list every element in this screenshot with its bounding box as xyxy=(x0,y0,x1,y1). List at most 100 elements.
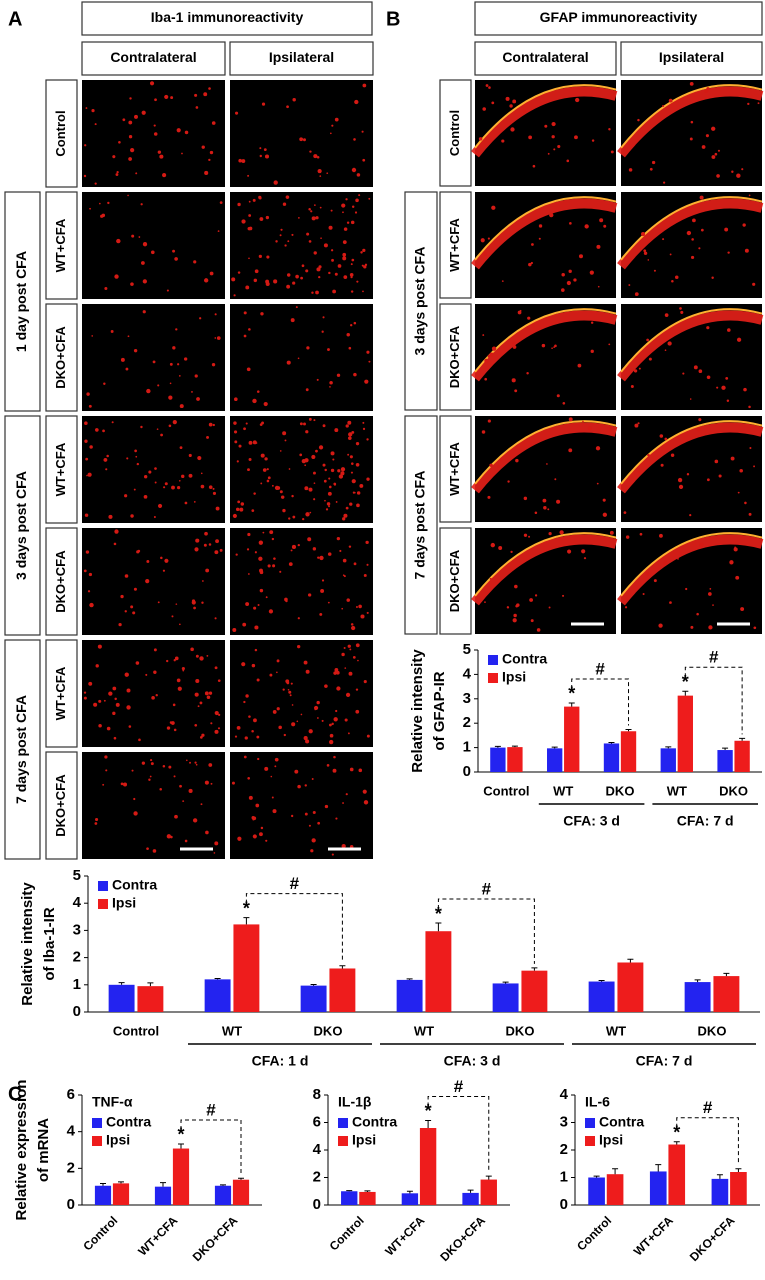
bar xyxy=(717,750,733,772)
cell xyxy=(297,645,301,649)
cell xyxy=(337,264,342,268)
error-bar xyxy=(467,1189,474,1193)
error-bar xyxy=(612,1168,619,1175)
cell xyxy=(297,617,300,620)
cell xyxy=(328,477,331,480)
cell xyxy=(173,775,176,778)
cell xyxy=(137,549,141,553)
cell xyxy=(484,601,486,603)
legend-label: Contra xyxy=(599,1114,644,1130)
cell xyxy=(595,446,601,451)
cell xyxy=(366,563,369,566)
cell xyxy=(362,427,366,431)
cell xyxy=(84,439,88,443)
cell xyxy=(113,736,117,740)
x-tick-label: DKO+CFA xyxy=(190,1213,241,1264)
cell xyxy=(358,604,362,609)
cell xyxy=(332,458,335,461)
x-tick-label: Control xyxy=(327,1213,367,1253)
cell xyxy=(664,437,668,441)
label: Ipsilateral xyxy=(269,49,334,65)
cell xyxy=(317,821,321,825)
group-label: CFA: 7 d xyxy=(677,813,734,829)
cell xyxy=(211,362,216,367)
cell xyxy=(752,282,756,286)
significance-hash: # xyxy=(290,874,300,893)
cell xyxy=(85,107,88,109)
cell xyxy=(282,202,287,206)
cell xyxy=(95,817,99,822)
cell xyxy=(584,224,589,229)
cell xyxy=(261,102,266,106)
cell xyxy=(88,404,92,408)
cell xyxy=(189,761,192,764)
cell xyxy=(366,611,369,614)
cell xyxy=(648,357,652,361)
cell xyxy=(266,468,269,471)
cell xyxy=(299,453,303,457)
cell xyxy=(663,181,666,184)
cell xyxy=(195,654,199,658)
cell xyxy=(112,155,116,159)
cell xyxy=(264,154,270,159)
cell xyxy=(203,543,207,547)
cell xyxy=(120,357,125,362)
label: 7 days post CFA xyxy=(13,695,29,804)
cell xyxy=(366,734,370,738)
bar xyxy=(419,1128,437,1205)
cell xyxy=(130,282,134,286)
y-axis-label: of Iba-1-IR xyxy=(41,907,58,980)
cell xyxy=(346,598,350,602)
cell xyxy=(214,729,219,734)
cell xyxy=(246,548,250,551)
cell xyxy=(670,453,675,457)
bar xyxy=(620,731,637,772)
cell xyxy=(602,512,608,517)
cell xyxy=(344,718,348,722)
cell xyxy=(271,537,275,541)
bar xyxy=(204,979,231,1012)
bar xyxy=(521,970,548,1012)
cell xyxy=(317,169,322,174)
cell xyxy=(182,800,185,803)
cell xyxy=(173,659,176,662)
cell xyxy=(575,97,580,103)
cell xyxy=(536,628,541,632)
cell xyxy=(748,405,751,409)
cell xyxy=(163,486,166,489)
cell xyxy=(212,491,217,495)
cell xyxy=(554,344,557,348)
cell xyxy=(689,514,692,517)
cell xyxy=(251,730,254,733)
cell xyxy=(164,558,169,563)
cell xyxy=(355,643,360,648)
cell xyxy=(725,376,729,380)
significance-hash: # xyxy=(703,1098,713,1117)
cell xyxy=(155,693,158,697)
label-box xyxy=(229,41,374,76)
cell xyxy=(126,457,129,460)
cell xyxy=(302,138,306,142)
bar xyxy=(492,983,519,1012)
cell xyxy=(643,249,647,253)
cell xyxy=(318,445,324,450)
cell xyxy=(184,839,188,843)
cell xyxy=(662,105,665,108)
cell xyxy=(538,224,543,228)
cell xyxy=(169,382,172,385)
cell xyxy=(331,853,334,856)
cell xyxy=(199,656,204,661)
cell xyxy=(162,173,167,178)
cell xyxy=(726,399,730,402)
error-bar xyxy=(551,746,558,749)
cell xyxy=(360,251,363,254)
cell xyxy=(325,508,329,511)
cell xyxy=(306,346,310,350)
cell xyxy=(259,154,262,158)
cell xyxy=(243,311,247,315)
cell xyxy=(133,587,137,591)
legend-swatch xyxy=(98,881,108,891)
x-tick-label: WT xyxy=(222,1023,242,1038)
cell xyxy=(678,484,684,489)
cell xyxy=(341,203,346,208)
